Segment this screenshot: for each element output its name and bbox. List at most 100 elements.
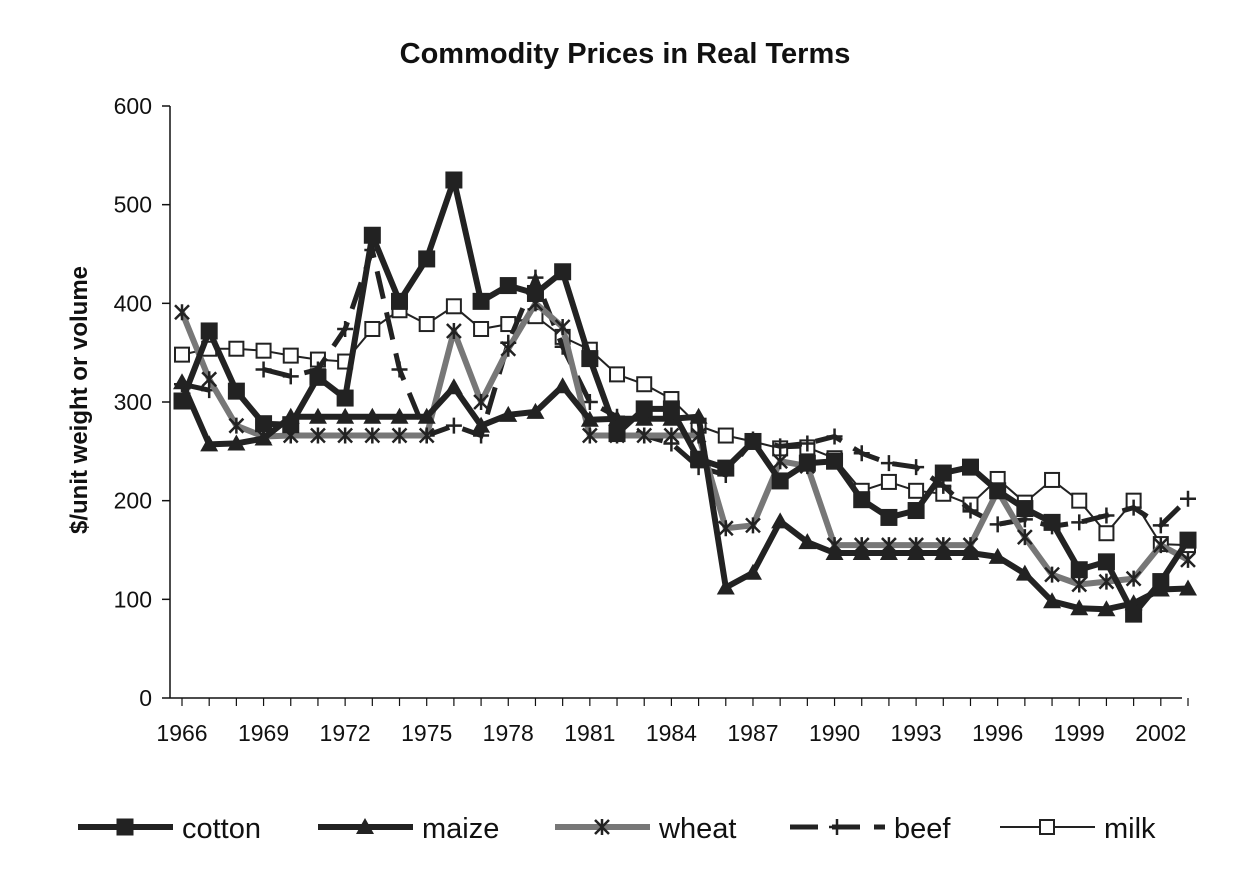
data-point-beef [799, 435, 816, 452]
data-point-milk [473, 320, 490, 337]
legend-item-milk: milk [1000, 813, 1156, 845]
data-point-wheat [636, 427, 653, 444]
data-point-wheat [717, 520, 734, 537]
y-tick-label: 300 [114, 389, 152, 415]
axes: 0 100 200 300 400 500 600 1966 1969 1972 1975 1978 1… [114, 93, 1189, 746]
data-point-cotton [472, 292, 490, 310]
data-point-beef [853, 445, 870, 462]
data-point-cotton [1043, 513, 1061, 531]
data-point-maize [716, 578, 735, 595]
data-point-cotton [1152, 573, 1170, 591]
data-point-cotton [717, 459, 735, 477]
x-tick-label: 1972 [320, 720, 371, 746]
data-point-maize [1179, 579, 1197, 596]
data-point-cotton [934, 464, 952, 482]
data-point-cotton [499, 277, 517, 295]
data-point-cotton [282, 416, 300, 434]
data-point-beef [1152, 517, 1169, 534]
legend-label-wheat: wheat [658, 813, 736, 845]
data-point-milk [1044, 471, 1061, 488]
data-point-maize [363, 407, 382, 424]
data-point-milk [418, 316, 435, 333]
legend-item-cotton: cotton [78, 813, 261, 845]
data-point-maize [499, 405, 518, 422]
data-point-wheat [201, 371, 218, 388]
data-point-maize [907, 543, 926, 560]
legend-marker-wheat [594, 819, 610, 835]
data-point-cotton [1179, 531, 1197, 549]
x-tick-label: 1987 [727, 720, 778, 746]
data-point-maize [1097, 600, 1116, 617]
data-point-maize [825, 543, 844, 560]
data-point-maize [308, 407, 327, 424]
data-point-beef [1071, 514, 1088, 531]
data-point-cotton [744, 432, 762, 450]
y-tick-label: 400 [114, 290, 152, 316]
data-point-wheat [418, 427, 435, 444]
data-point-beef [391, 361, 408, 378]
data-point-cotton [1016, 500, 1034, 518]
data-point-maize [254, 429, 273, 446]
x-tick-label: 1999 [1054, 720, 1105, 746]
data-point-maize [444, 378, 463, 395]
data-point-maize [1043, 592, 1062, 609]
data-point-maize [200, 435, 219, 452]
data-point-cotton [1097, 553, 1115, 571]
data-point-wheat [228, 417, 245, 434]
data-point-wheat [1125, 570, 1142, 587]
data-point-wheat [364, 427, 381, 444]
data-point-wheat [473, 394, 489, 410]
series-wheat [174, 295, 1196, 593]
data-point-cotton [445, 171, 463, 189]
data-point-milk [1098, 525, 1115, 542]
data-point-cotton [309, 368, 327, 386]
data-point-beef [772, 438, 789, 455]
legend-marker-maize [356, 818, 374, 834]
legend-label-beef: beef [894, 813, 951, 845]
series-cotton [173, 171, 1197, 623]
data-point-wheat [1016, 529, 1033, 546]
y-tick-label: 600 [114, 93, 152, 119]
series-layer [173, 171, 1197, 623]
data-point-maize [988, 547, 1007, 564]
x-tick-label: 1993 [891, 720, 942, 746]
data-point-beef [962, 502, 979, 519]
data-point-maize [689, 407, 708, 424]
data-point-cotton [961, 458, 979, 476]
data-point-wheat [1071, 576, 1088, 593]
data-point-cotton [880, 508, 898, 526]
data-point-cotton [554, 263, 572, 281]
data-point-beef [445, 417, 462, 434]
legend-marker-cotton [116, 818, 134, 836]
data-point-wheat [1044, 566, 1060, 583]
data-point-cotton [771, 472, 789, 490]
x-tick-label: 2002 [1135, 720, 1186, 746]
data-point-beef [255, 361, 272, 378]
data-point-maize [743, 563, 762, 580]
data-point-maize [852, 543, 871, 560]
data-point-cotton [853, 491, 871, 509]
data-point-maize [1070, 599, 1089, 616]
data-point-wheat [663, 427, 680, 444]
data-point-cotton [391, 292, 409, 310]
data-point-milk [174, 346, 190, 363]
data-point-cotton [173, 392, 191, 410]
data-point-cotton [255, 415, 273, 433]
chart-title: Commodity Prices in Real Terms [399, 38, 851, 70]
plot-area: 0 100 200 300 400 500 600 1966 1969 1972 1975 1978 1… [114, 93, 1197, 746]
data-point-maize [553, 377, 572, 394]
data-point-cotton [336, 389, 354, 407]
data-point-cotton [1125, 605, 1143, 623]
x-tick-label: 1990 [809, 720, 860, 746]
data-point-cotton [662, 400, 680, 418]
data-point-maize [1015, 564, 1034, 581]
data-point-wheat [310, 427, 326, 444]
data-point-maize [580, 410, 599, 427]
data-point-cotton [907, 502, 925, 520]
data-point-maize [934, 543, 953, 560]
legend-label-milk: milk [1104, 813, 1156, 845]
data-point-cotton [363, 226, 381, 244]
data-point-cotton [200, 322, 218, 340]
legend-label-maize: maize [422, 813, 499, 845]
y-tick-label: 0 [139, 685, 152, 711]
